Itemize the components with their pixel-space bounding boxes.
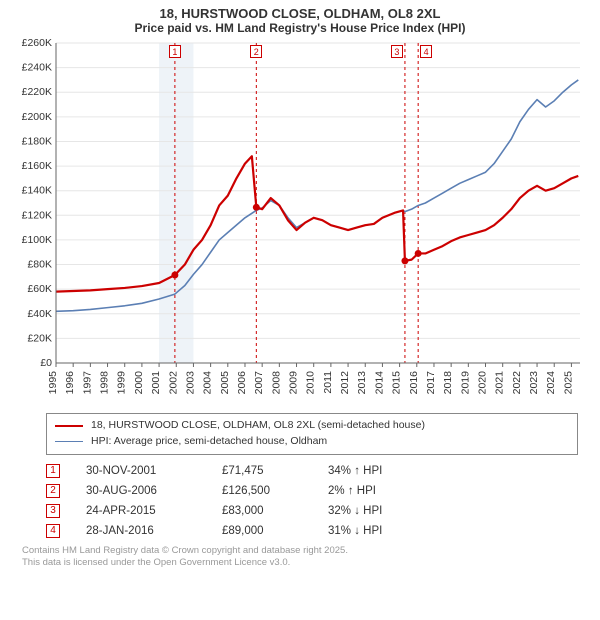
x-tick-label: 1997 [81, 371, 93, 395]
legend-row-property: 18, HURSTWOOD CLOSE, OLDHAM, OL8 2XL (se… [55, 418, 569, 434]
y-tick-label: £200K [22, 111, 52, 123]
event-row: 1 30-NOV-2001 £71,475 34% ↑ HPI [46, 461, 578, 481]
line-chart-svg: £0 £20K £40K £60K £80K £100K £120K £140K £160K £1… [10, 37, 590, 407]
y-tick-label: £60K [27, 283, 52, 295]
y-tick-label: £0 [40, 357, 52, 369]
x-tick-label: 2024 [545, 371, 557, 395]
x-tick-label: 2002 [167, 371, 179, 395]
price-point-marker [415, 250, 422, 257]
x-tick-label: 2011 [322, 371, 334, 394]
legend-label-property: 18, HURSTWOOD CLOSE, OLDHAM, OL8 2XL (se… [91, 418, 425, 434]
event-delta: 34% ↑ HPI [328, 465, 418, 477]
y-tick-label: £100K [22, 234, 52, 246]
x-tick-label: 2023 [528, 371, 540, 395]
legend-label-hpi: HPI: Average price, semi-detached house,… [91, 434, 327, 450]
x-tick-label: 2003 [184, 371, 196, 395]
footer-line1: Contains HM Land Registry data © Crown c… [22, 545, 578, 557]
y-tick-label: £240K [22, 62, 52, 74]
event-date: 28-JAN-2016 [86, 525, 196, 537]
y-tick-label: £120K [22, 209, 52, 221]
x-tick-label: 2009 [288, 371, 300, 395]
event-marker-icon: 2 [46, 484, 60, 498]
x-tick-label: 2001 [150, 371, 162, 395]
legend-swatch-hpi [55, 441, 83, 442]
x-tick-label: 2021 [494, 371, 506, 395]
legend: 18, HURSTWOOD CLOSE, OLDHAM, OL8 2XL (se… [46, 413, 578, 455]
event-delta: 2% ↑ HPI [328, 485, 418, 497]
event-marker-icon: 4 [46, 524, 60, 538]
event-date: 24-APR-2015 [86, 505, 196, 517]
x-tick-label: 2013 [356, 371, 368, 395]
x-tick-label: 2010 [305, 371, 317, 395]
event-delta: 32% ↓ HPI [328, 505, 418, 517]
price-point-marker [401, 257, 408, 264]
x-tick-label: 1996 [64, 371, 76, 395]
event-marker-1: 1 [169, 45, 181, 58]
chart-title-sub: Price paid vs. HM Land Registry's House … [10, 21, 590, 35]
event-price: £83,000 [222, 505, 302, 517]
y-tick-label: £160K [22, 160, 52, 172]
x-tick-label: 2017 [425, 371, 437, 395]
x-tick-label: 1995 [47, 371, 59, 395]
x-tick-label: 2014 [373, 371, 385, 395]
event-table: 1 30-NOV-2001 £71,475 34% ↑ HPI 2 30-AUG-2006… [46, 461, 578, 541]
event-marker-3: 3 [391, 45, 403, 58]
y-tick-label: £180K [22, 135, 52, 147]
y-tick-label: £220K [22, 86, 52, 98]
event-date: 30-AUG-2006 [86, 485, 196, 497]
event-price: £89,000 [222, 525, 302, 537]
event-price: £126,500 [222, 485, 302, 497]
event-row: 3 24-APR-2015 £83,000 32% ↓ HPI [46, 501, 578, 521]
x-tick-label: 2005 [219, 371, 231, 395]
x-tick-label: 2022 [511, 371, 523, 395]
x-tick-label: 2012 [339, 371, 351, 395]
event-marker-icon: 3 [46, 504, 60, 518]
x-tick-label: 2020 [477, 371, 489, 395]
y-tick-label: £140K [22, 185, 52, 197]
event-marker-2: 2 [250, 45, 262, 58]
chart-title-block: 18, HURSTWOOD CLOSE, OLDHAM, OL8 2XL Pri… [0, 0, 600, 37]
x-tick-label: 2025 [562, 371, 574, 395]
x-tick-label: 1999 [116, 371, 128, 395]
price-point-marker [171, 272, 178, 279]
price-point-marker [253, 204, 260, 211]
event-delta: 31% ↓ HPI [328, 525, 418, 537]
chart-title-main: 18, HURSTWOOD CLOSE, OLDHAM, OL8 2XL [10, 6, 590, 21]
event-marker-4: 4 [420, 45, 432, 58]
y-tick-label: £40K [27, 308, 52, 320]
event-date: 30-NOV-2001 [86, 465, 196, 477]
x-tick-label: 2018 [442, 371, 454, 395]
event-marker-icon: 1 [46, 464, 60, 478]
x-tick-label: 1998 [99, 371, 111, 395]
x-tick-label: 2006 [236, 371, 248, 395]
attribution-footer: Contains HM Land Registry data © Crown c… [22, 545, 578, 570]
footer-line2: This data is licensed under the Open Gov… [22, 557, 578, 569]
event-row: 4 28-JAN-2016 £89,000 31% ↓ HPI [46, 521, 578, 541]
legend-swatch-property [55, 425, 83, 427]
event-price: £71,475 [222, 465, 302, 477]
x-tick-label: 2019 [459, 371, 471, 395]
legend-row-hpi: HPI: Average price, semi-detached house,… [55, 434, 569, 450]
x-tick-label: 2000 [133, 371, 145, 395]
y-tick-label: £80K [27, 259, 52, 271]
x-tick-label: 2015 [391, 371, 403, 395]
x-tick-label: 2008 [270, 371, 282, 395]
x-tick-label: 2004 [202, 371, 214, 395]
y-tick-label: £20K [27, 332, 52, 344]
x-tick-label: 2016 [408, 371, 420, 395]
y-tick-label: £260K [22, 37, 52, 49]
x-tick-label: 2007 [253, 371, 265, 395]
chart-area: £0 £20K £40K £60K £80K £100K £120K £140K £160K £1… [10, 37, 590, 407]
event-row: 2 30-AUG-2006 £126,500 2% ↑ HPI [46, 481, 578, 501]
